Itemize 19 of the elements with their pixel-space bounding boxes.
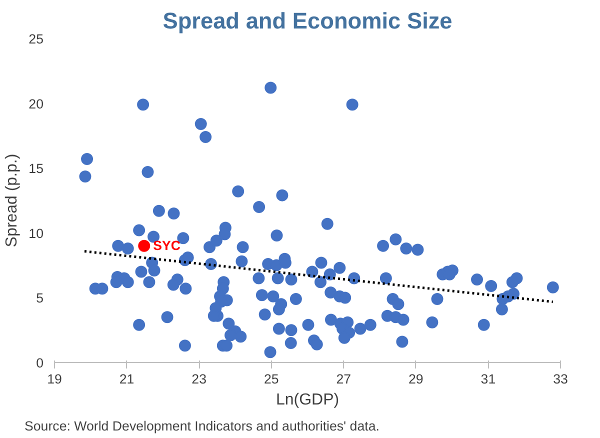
y-axis-title: Spread (p.p.) — [4, 154, 21, 248]
x-tick-label: 19 — [47, 372, 62, 386]
series-label: SYC — [153, 238, 181, 253]
x-tick-label: 33 — [553, 372, 568, 386]
x-axis-title: Ln(GDP) — [276, 392, 340, 408]
source-note: Source: World Development Indicators and authorities' data. — [24, 418, 380, 434]
x-tick-label: 29 — [408, 372, 424, 386]
x-tick-label: 25 — [264, 372, 279, 386]
x-tick-label: 23 — [192, 372, 206, 386]
y-tick-label: 10 — [28, 226, 44, 241]
y-tick-label: 5 — [36, 290, 44, 306]
y-tick-label: 20 — [28, 96, 44, 112]
x-tick-label: 27 — [336, 372, 352, 386]
y-tick-label: 0 — [36, 356, 44, 370]
y-tick-label: 25 — [28, 32, 44, 46]
x-tick-label: 31 — [480, 372, 496, 386]
x-tick-label: 21 — [119, 372, 134, 386]
chart-title: Spread and Economic Size — [162, 8, 452, 34]
y-tick-label: 15 — [28, 161, 44, 176]
